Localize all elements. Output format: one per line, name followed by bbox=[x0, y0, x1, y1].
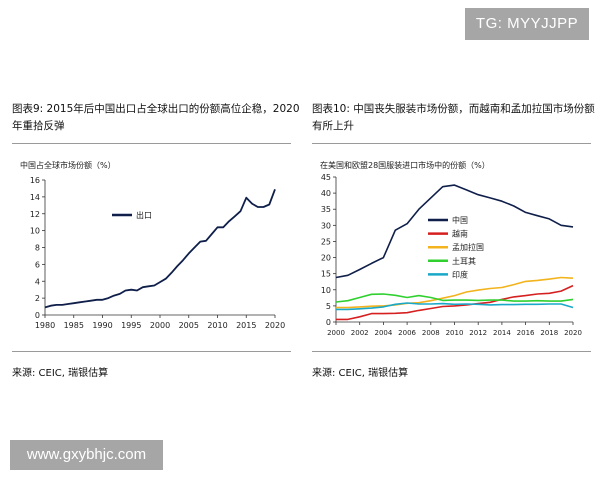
right-series-line-2 bbox=[336, 276, 574, 309]
right-chart: 在美国和欧盟28国服装进口市场中的份额（%） 0 5 10 15 20 25 30 35 40 45… bbox=[320, 160, 582, 337]
watermark-top: TG: MYYJJPP bbox=[465, 8, 589, 40]
left-title-line-1: 图表9: 2015年后中国出口占全球出口的份额高位企稳，2020 bbox=[12, 103, 300, 115]
left-y-tick-label: 10 bbox=[30, 227, 40, 236]
right-legend-label-2: 孟加拉国 bbox=[452, 242, 484, 252]
left-x-tick-label: 1995 bbox=[121, 321, 141, 330]
right-legend-label-0: 中国 bbox=[452, 215, 468, 225]
left-y-tick-label: 4 bbox=[35, 277, 40, 286]
right-x-tick-label: 2006 bbox=[398, 329, 416, 337]
right-x-tick-label: 2014 bbox=[493, 329, 511, 337]
left-figure-title: 图表9: 2015年后中国出口占全球出口的份额高位企稳，2020 年重拾反弹 bbox=[12, 101, 300, 135]
right-title-line-2: 有所上升 bbox=[312, 120, 354, 132]
right-y-tick-label: 30 bbox=[321, 221, 331, 230]
watermark-bottom: www.gxybhjc.com bbox=[10, 440, 163, 470]
left-series-line-0 bbox=[44, 188, 276, 309]
left-chart-title: 中国占全球市场份额（%） bbox=[20, 160, 116, 170]
right-y-tick-label: 0 bbox=[326, 318, 331, 327]
right-top-rule bbox=[312, 143, 591, 144]
left-bottom-rule bbox=[12, 351, 291, 352]
right-y-tick-label: 20 bbox=[321, 254, 331, 263]
left-source: 来源: CEIC, 瑞银估算 bbox=[12, 368, 109, 379]
left-y-tick-label: 6 bbox=[35, 260, 40, 269]
right-y-tick-label: 45 bbox=[321, 173, 331, 182]
right-y-tick-label: 40 bbox=[321, 189, 331, 198]
left-y-tick-label: 0 bbox=[35, 311, 40, 320]
right-chart-title: 在美国和欧盟28国服装进口市场中的份额（%） bbox=[320, 160, 490, 170]
right-y-tick-label: 35 bbox=[321, 205, 331, 214]
right-legend-label-3: 土耳其 bbox=[452, 256, 476, 266]
left-x-tick-label: 2005 bbox=[179, 321, 199, 330]
right-figure-title: 图表10: 中国丧失服装市场份额，而越南和孟加拉国市场份额 有所上升 bbox=[312, 101, 595, 135]
right-y-tick-label: 15 bbox=[321, 270, 331, 279]
left-x-tick-label: 2020 bbox=[265, 321, 285, 330]
left-y-tick-label: 8 bbox=[35, 244, 40, 253]
right-series-line-0 bbox=[335, 184, 574, 279]
left-chart: 中国占全球市场份额（%） 0 2 4 6 8 10 12 14 16 1980 1985 1990 199… bbox=[20, 160, 285, 330]
right-x-tick-label: 2004 bbox=[374, 329, 392, 337]
right-series-line-3 bbox=[335, 293, 574, 303]
left-x-tick-label: 2015 bbox=[236, 321, 256, 330]
right-x-tick-label: 2010 bbox=[446, 329, 464, 337]
left-x-tick-label: 2010 bbox=[207, 321, 227, 330]
right-x-tick-label: 2002 bbox=[351, 329, 369, 337]
right-y-tick-label: 10 bbox=[321, 286, 331, 295]
right-y-tick-label: 25 bbox=[321, 237, 331, 246]
left-title-line-2: 年重拾反弹 bbox=[12, 120, 65, 132]
right-series-line-4 bbox=[336, 302, 574, 311]
left-y-tick-label: 12 bbox=[30, 210, 40, 219]
left-x-tick-label: 1985 bbox=[64, 321, 84, 330]
right-bottom-rule bbox=[312, 351, 591, 352]
left-y-tick-label: 16 bbox=[30, 176, 40, 185]
right-title-line-1: 图表10: 中国丧失服装市场份额，而越南和孟加拉国市场份额 bbox=[312, 103, 595, 115]
right-x-tick-label: 2008 bbox=[422, 329, 440, 337]
right-source: 来源: CEIC, 瑞银估算 bbox=[312, 368, 409, 379]
left-y-tick-label: 14 bbox=[30, 193, 40, 202]
right-legend-label-4: 印度 bbox=[452, 269, 468, 279]
right-x-tick-label: 2020 bbox=[564, 329, 582, 337]
right-x-tick-label: 2000 bbox=[327, 329, 345, 337]
right-x-tick-label: 2018 bbox=[540, 329, 558, 337]
left-x-tick-label: 1990 bbox=[92, 321, 112, 330]
right-x-tick-label: 2012 bbox=[469, 329, 487, 337]
left-x-tick-label: 1980 bbox=[35, 321, 55, 330]
right-y-tick-label: 5 bbox=[326, 302, 331, 311]
left-legend-label-0: 出口 bbox=[136, 210, 152, 220]
right-legend-label-1: 越南 bbox=[452, 229, 468, 239]
left-x-tick-label: 2000 bbox=[150, 321, 170, 330]
right-x-tick-label: 2016 bbox=[517, 329, 535, 337]
left-y-tick-label: 2 bbox=[35, 294, 40, 303]
left-top-rule bbox=[12, 143, 291, 144]
right-series-line-1 bbox=[336, 284, 574, 321]
